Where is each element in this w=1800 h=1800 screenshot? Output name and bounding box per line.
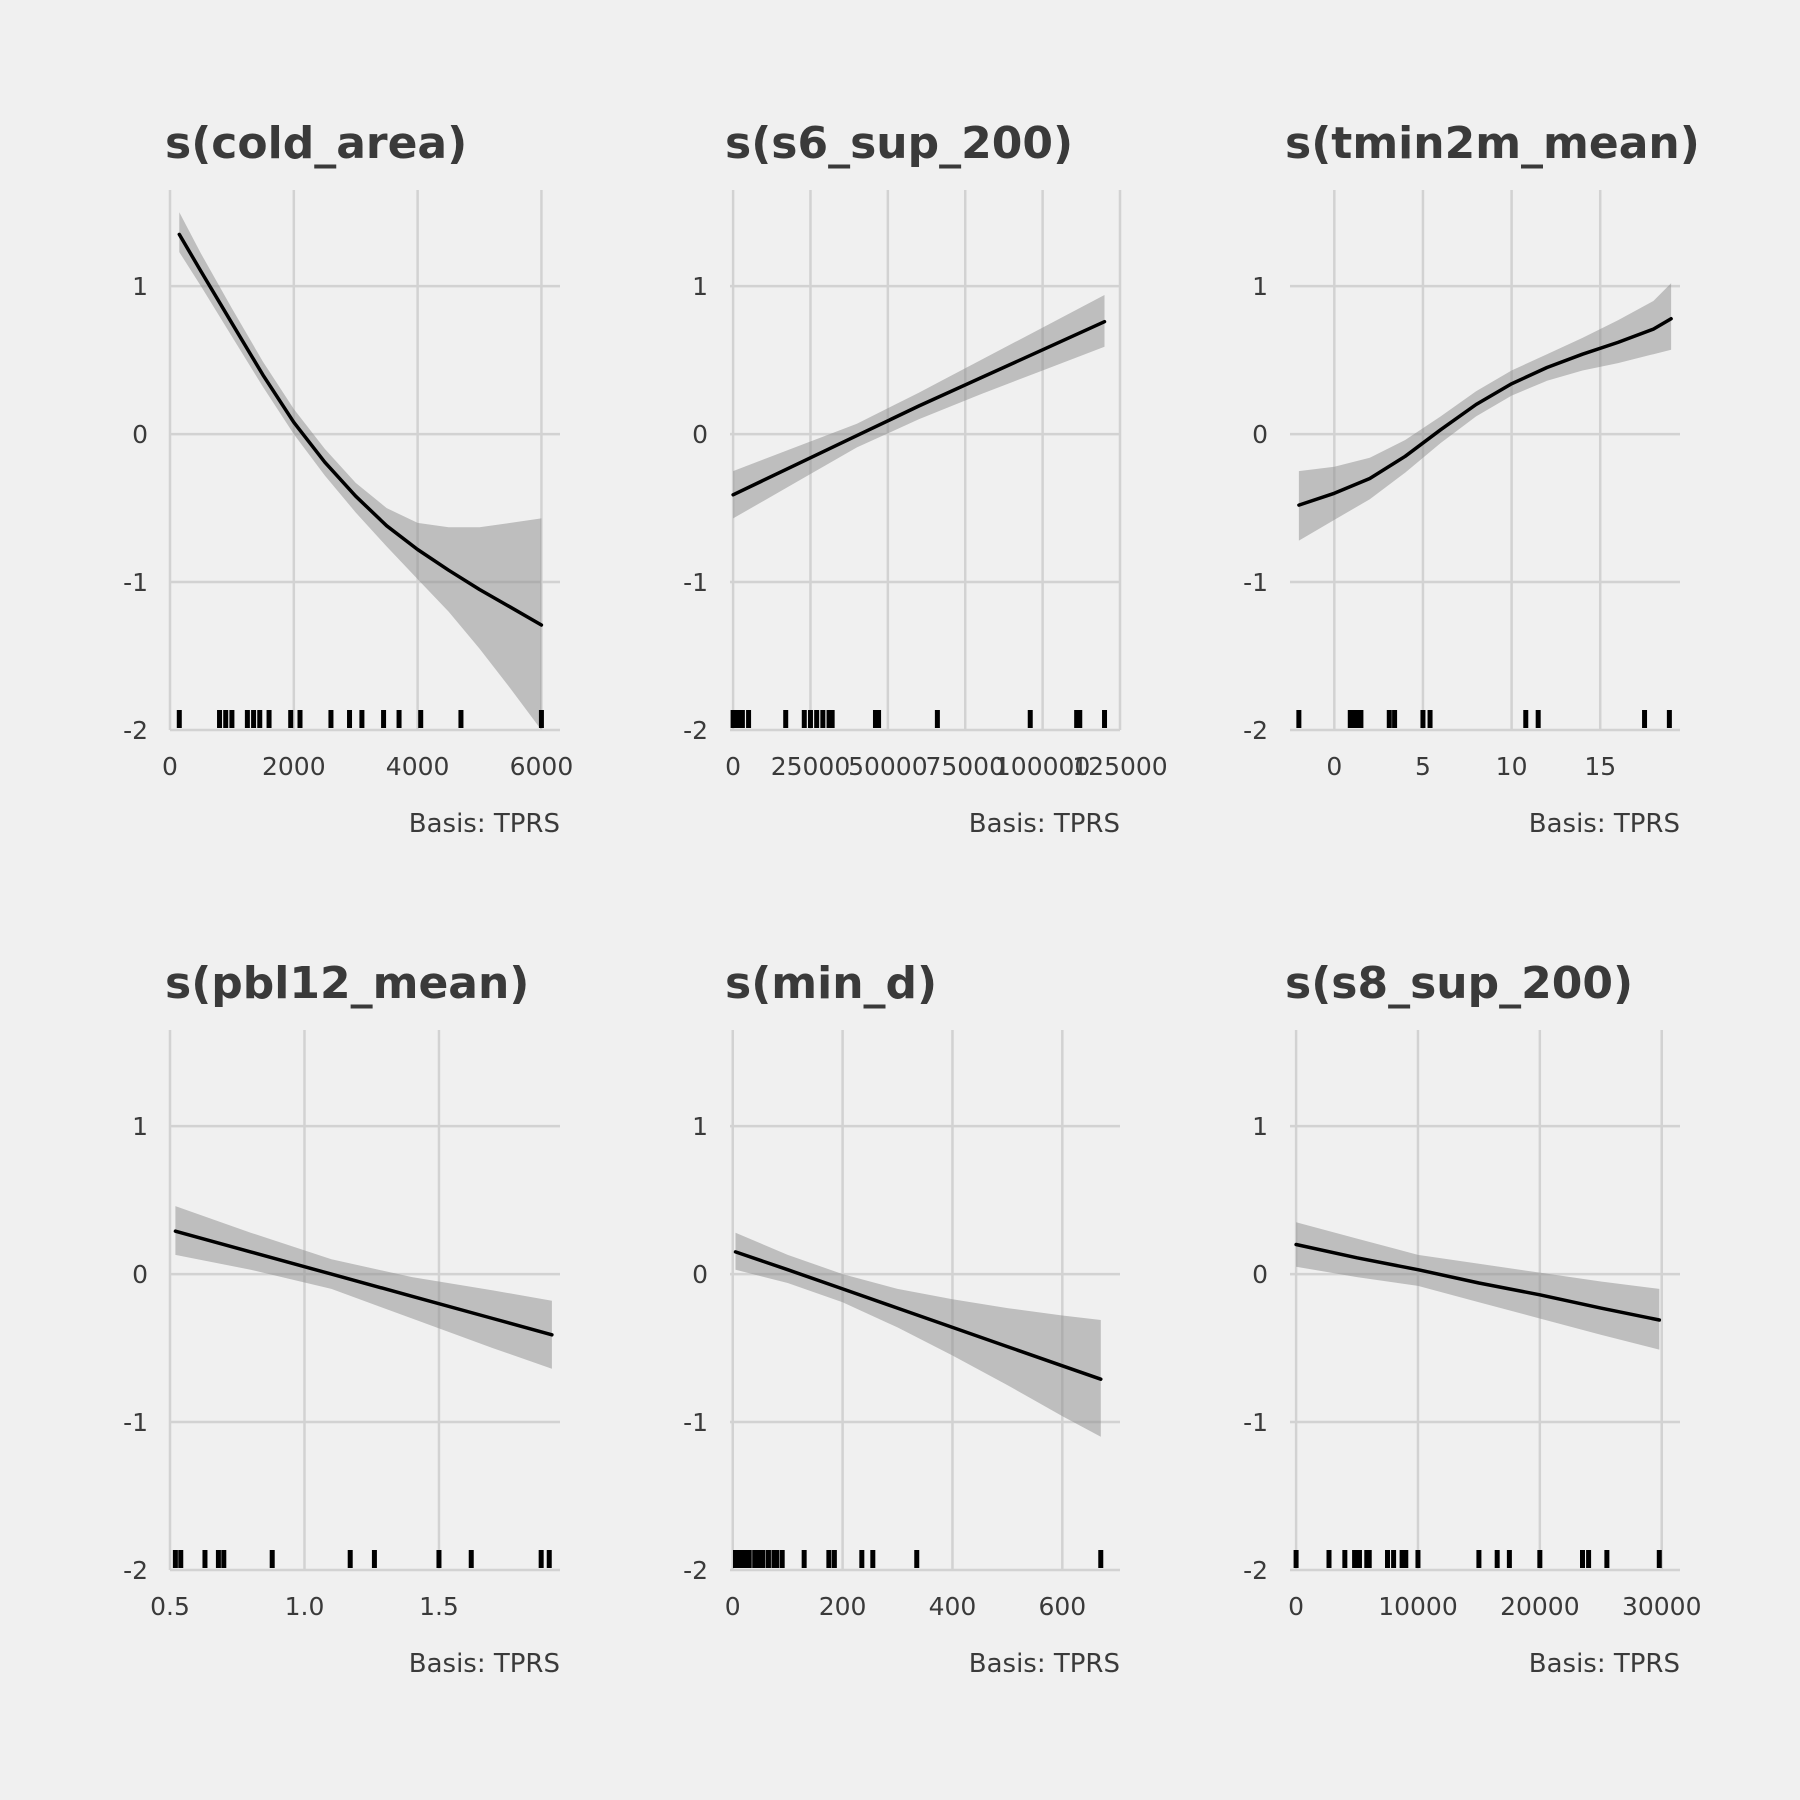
- confidence-band: [735, 1232, 1101, 1437]
- panel-title: s(pbl12_mean): [165, 958, 529, 1009]
- x-tick-label: 10000: [1378, 1592, 1458, 1621]
- x-tick-label: 30000: [1622, 1592, 1702, 1621]
- y-tick-label: -1: [1243, 568, 1268, 597]
- panel-title: s(cold_area): [165, 118, 467, 169]
- y-tick-label: -1: [683, 568, 708, 597]
- basis-caption: Basis: TPRS: [969, 809, 1120, 839]
- confidence-band: [179, 212, 542, 730]
- y-tick-label: -2: [123, 1556, 148, 1585]
- panel-pbl12-mean: s(pbl12_mean) Basis: TPRS -2 -1 0 1 0.5 1.0 1.…: [123, 958, 560, 1679]
- panel-min-d: s(min_d) Basis: TPRS -2 -1 0 1 0 200 400 600: [683, 958, 1120, 1679]
- x-tick-label: 1.5: [419, 1592, 459, 1621]
- basis-caption: Basis: TPRS: [409, 809, 560, 839]
- plot-area: [1290, 1030, 1680, 1572]
- x-tick-label: 5: [1415, 752, 1431, 781]
- y-tick-label: 0: [132, 420, 148, 449]
- y-tick-label: -1: [123, 1408, 148, 1437]
- y-tick-label: -1: [1243, 1408, 1268, 1437]
- y-tick-label: 0: [692, 1260, 708, 1289]
- y-tick-label: -2: [123, 716, 148, 745]
- y-tick-label: 1: [1252, 272, 1268, 301]
- y-tick-label: -2: [1243, 1556, 1268, 1585]
- y-tick-label: 1: [132, 272, 148, 301]
- smooth-line: [173, 1229, 554, 1337]
- x-tick-label: 10: [1496, 752, 1528, 781]
- panel-s8-sup-200: s(s8_sup_200) Basis: TPRS -2 -1 0 1 0 10000 20…: [1243, 958, 1701, 1679]
- y-tick-label: -2: [683, 1556, 708, 1585]
- smooth-line: [177, 232, 544, 627]
- smooth-line: [1294, 1242, 1662, 1322]
- x-tick-label: 100000: [995, 752, 1090, 781]
- x-tick-label: 0: [1326, 752, 1342, 781]
- basis-caption: Basis: TPRS: [1529, 1649, 1680, 1679]
- x-tick-label: 2000: [262, 752, 326, 781]
- confidence-band: [1298, 283, 1672, 541]
- smooth-line: [1297, 316, 1673, 507]
- x-tick-label: 1.0: [285, 1592, 325, 1621]
- plot-area: [730, 190, 1122, 732]
- plot-area: [730, 1030, 1120, 1572]
- y-tick-label: -2: [683, 716, 708, 745]
- confidence-band: [175, 1206, 552, 1369]
- x-tick-label: 15: [1584, 752, 1616, 781]
- y-tick-label: 1: [132, 1112, 148, 1141]
- panel-title: s(s8_sup_200): [1285, 958, 1633, 1009]
- x-tick-label: 0: [725, 752, 741, 781]
- x-tick-label: 75000: [925, 752, 1005, 781]
- y-tick-label: 1: [692, 1112, 708, 1141]
- y-tick-label: 0: [132, 1260, 148, 1289]
- smooth-line: [731, 319, 1107, 497]
- y-tick-label: 0: [1252, 420, 1268, 449]
- plot-area: [1290, 190, 1680, 732]
- panel-title: s(tmin2m_mean): [1285, 118, 1700, 169]
- panel-title: s(min_d): [725, 958, 937, 1009]
- basis-caption: Basis: TPRS: [409, 1649, 560, 1679]
- x-tick-label: 600: [1038, 1592, 1086, 1621]
- plot-area: [168, 1030, 560, 1572]
- panel-s6-sup-200: s(s6_sup_200) Basis: TPRS -2 -1 0 1 0 2500050…: [683, 118, 1168, 839]
- y-tick-label: 1: [692, 272, 708, 301]
- basis-caption: Basis: TPRS: [1529, 809, 1680, 839]
- x-tick-label: 6000: [510, 752, 574, 781]
- x-tick-label: 0.5: [150, 1592, 190, 1621]
- basis-caption: Basis: TPRS: [969, 1649, 1120, 1679]
- x-tick-label: 25000: [771, 752, 851, 781]
- confidence-band: [1296, 1222, 1660, 1350]
- y-tick-label: 0: [1252, 1260, 1268, 1289]
- panel-title: s(s6_sup_200): [725, 118, 1073, 169]
- x-tick-label: 50000: [848, 752, 928, 781]
- x-tick-label: 400: [929, 1592, 977, 1621]
- y-tick-label: -2: [1243, 716, 1268, 745]
- x-tick-label: 0: [725, 1592, 741, 1621]
- x-tick-label: 200: [819, 1592, 867, 1621]
- x-tick-label: 20000: [1500, 1592, 1580, 1621]
- plot-area: [168, 190, 560, 732]
- y-tick-label: -1: [123, 568, 148, 597]
- y-tick-label: 0: [692, 420, 708, 449]
- x-tick-label: 125000: [1072, 752, 1167, 781]
- smooth-line: [733, 1250, 1103, 1381]
- y-tick-label: -1: [683, 1408, 708, 1437]
- x-tick-label: 0: [1288, 1592, 1304, 1621]
- panel-cold-area: s(cold_area) Basis: TPRS -2 -1 0 1 0 2000 4000…: [123, 118, 573, 839]
- x-tick-label: 0: [162, 752, 178, 781]
- y-tick-label: 1: [1252, 1112, 1268, 1141]
- x-tick-label: 4000: [386, 752, 450, 781]
